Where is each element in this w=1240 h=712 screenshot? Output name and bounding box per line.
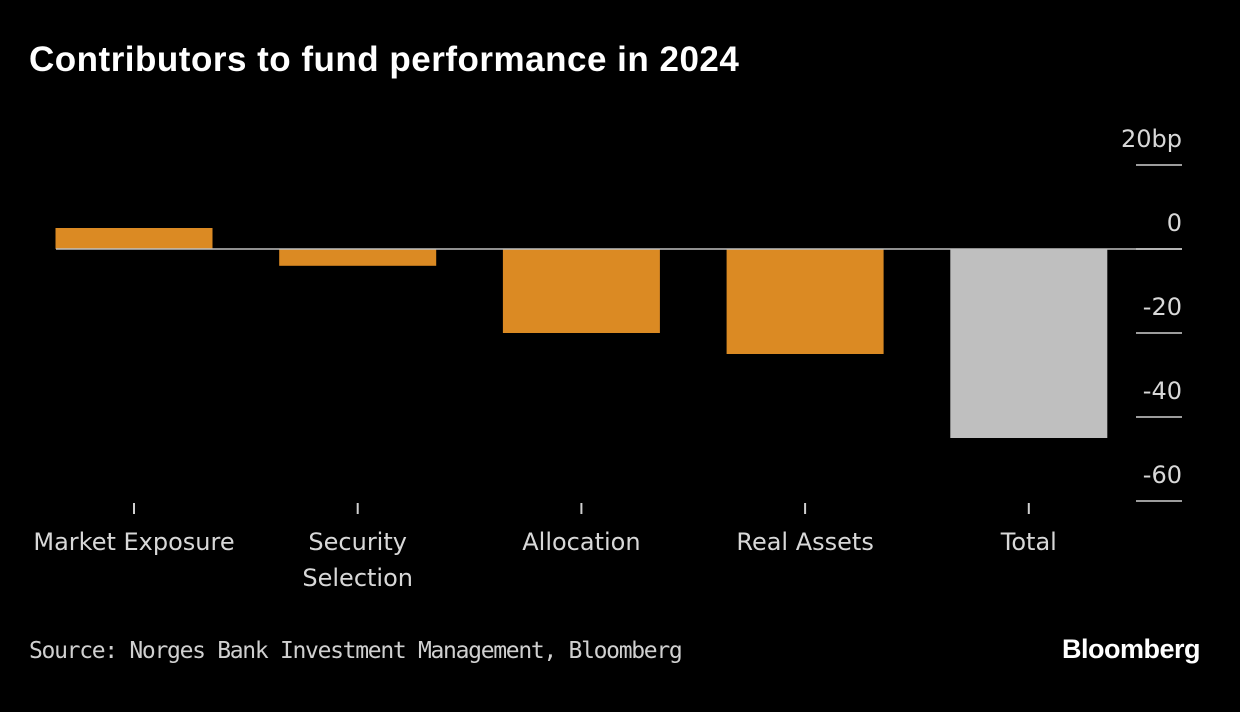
- bloomberg-logo: Bloomberg: [1061, 634, 1201, 664]
- y-label-3: -40: [1143, 377, 1182, 405]
- x-label-0-0: Market Exposure: [33, 528, 234, 556]
- y-label-2: -20: [1143, 293, 1182, 321]
- y-label-1: 0: [1167, 209, 1182, 237]
- bar-0: [55, 228, 213, 249]
- x-label-4-0: Total: [1000, 528, 1057, 556]
- y-label-4: -60: [1143, 461, 1182, 489]
- bar-2: [502, 249, 660, 333]
- x-label-2-0: Allocation: [522, 528, 640, 556]
- source-note: Source: Norges Bank Investment Managemen…: [29, 638, 683, 664]
- x-label-1-1: Selection: [302, 564, 413, 592]
- chart-title: Contributors to fund performance in 2024: [29, 40, 740, 79]
- y-label-0: 20bp: [1121, 125, 1182, 153]
- bar-3: [726, 249, 884, 354]
- bar-1: [279, 249, 437, 266]
- x-label-3-0: Real Assets: [736, 528, 873, 556]
- x-label-1-0: Security: [308, 528, 407, 556]
- bar-4: [950, 249, 1108, 438]
